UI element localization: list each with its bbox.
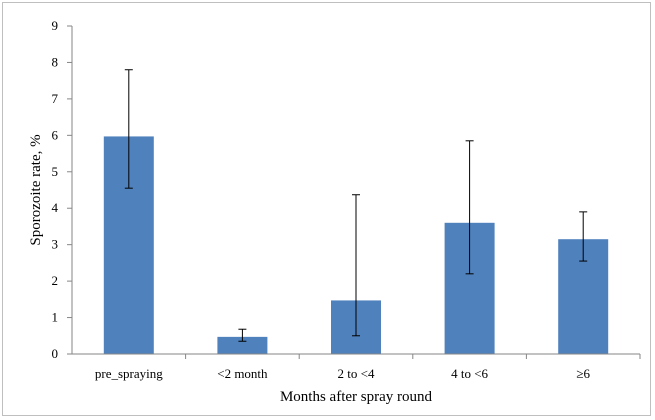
x-tick-label: ≥6 [576,366,590,381]
y-tick-label: 8 [52,54,59,69]
x-tick-label: 2 to <4 [338,366,375,381]
y-axis-ticks: 0 1 2 3 4 5 6 7 8 9 [52,18,72,361]
x-tick-label: 4 to <6 [451,366,488,381]
y-axis-title: Sporozoite rate, % [28,134,44,245]
error-bar [124,69,133,189]
y-tick-label: 6 [52,127,59,142]
x-tick-label: pre_spraying [95,366,163,381]
y-tick-label: 3 [52,237,59,252]
error-bar [238,328,247,342]
bar [217,336,268,354]
y-tick-label: 4 [52,200,59,215]
y-tick-label: 2 [52,273,59,288]
error-bar [352,194,360,337]
y-tick-label: 1 [52,310,59,325]
x-axis-title: Months after spray round [280,389,433,405]
y-tick-label: 7 [52,91,59,106]
y-tick-label: 5 [52,164,59,179]
error-bars [124,69,588,342]
error-bar [579,211,588,262]
y-tick-label: 9 [52,18,59,33]
x-tick-label: <2 month [217,366,268,381]
x-axis-ticks: pre_spraying <2 month 2 to <4 4 to <6 ≥6 [95,354,641,381]
error-bar [465,140,474,275]
bar-series [103,136,609,354]
y-tick-label: 0 [52,346,59,361]
